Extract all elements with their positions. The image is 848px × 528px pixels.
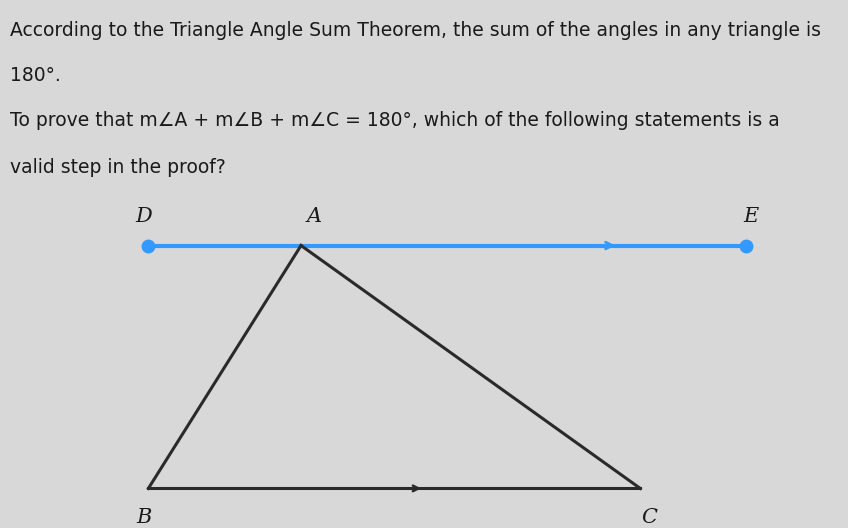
Text: 180°.: 180°. xyxy=(10,66,61,85)
Text: A: A xyxy=(306,207,321,226)
Text: According to the Triangle Angle Sum Theorem, the sum of the angles in any triang: According to the Triangle Angle Sum Theo… xyxy=(10,21,821,40)
Text: D: D xyxy=(136,207,153,226)
Text: valid step in the proof?: valid step in the proof? xyxy=(10,158,226,177)
Text: B: B xyxy=(137,508,152,527)
Text: To prove that m∠A + m∠B + m∠C = 180°, which of the following statements is a: To prove that m∠A + m∠B + m∠C = 180°, wh… xyxy=(10,111,780,130)
Text: E: E xyxy=(743,207,758,226)
Text: C: C xyxy=(641,508,656,527)
